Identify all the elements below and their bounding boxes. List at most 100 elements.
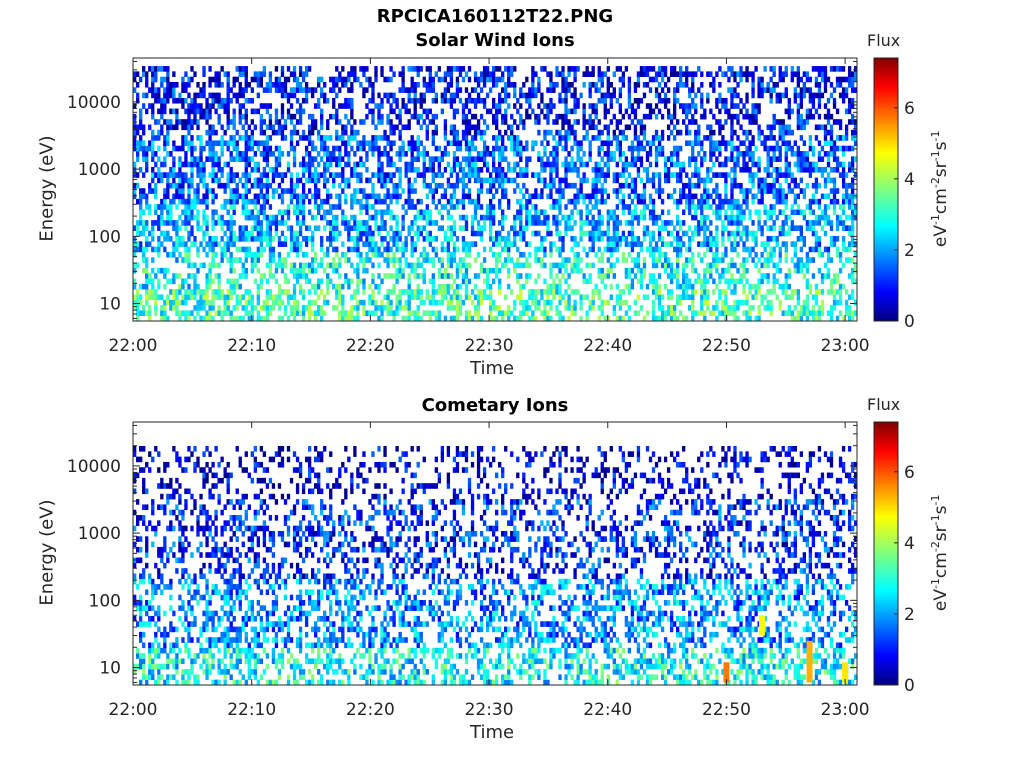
- heatmap-cell: [721, 251, 725, 258]
- heatmap-cell: [724, 315, 728, 322]
- heatmap-cell: [672, 135, 677, 141]
- heatmap-cell: [295, 193, 300, 200]
- heatmap-cell: [757, 225, 761, 232]
- heatmap-cell: [754, 119, 758, 125]
- heatmap-cell: [163, 198, 167, 205]
- heatmap-cell: [458, 145, 463, 152]
- heatmap-cell: [513, 305, 517, 311]
- heatmap-cell: [555, 220, 559, 226]
- heatmap-cell: [217, 289, 221, 295]
- heatmap-cell: [748, 151, 752, 157]
- heatmap-cell: [642, 124, 647, 131]
- heatmap-cell: [841, 283, 846, 290]
- heatmap-cell: [844, 246, 849, 253]
- heatmap-cell: [501, 113, 505, 120]
- heatmap-cell: [157, 108, 161, 115]
- heatmap-cell: [431, 246, 435, 253]
- heatmap-cell: [636, 236, 641, 242]
- heatmap-cell: [323, 151, 327, 157]
- heatmap-cell: [570, 124, 574, 131]
- heatmap-cell: [612, 241, 616, 247]
- heatmap-cell: [534, 305, 538, 311]
- heatmap-cell: [672, 273, 677, 279]
- heatmap-cell: [335, 236, 339, 242]
- heatmap-cell: [178, 193, 182, 200]
- heatmap-cell: [751, 257, 755, 263]
- heatmap-cell: [507, 310, 511, 316]
- heatmap-cell: [558, 267, 562, 274]
- heatmap-cell: [356, 172, 360, 178]
- heatmap-cell: [229, 151, 233, 157]
- heatmap-cell: [769, 251, 773, 258]
- heatmap-cell: [350, 113, 354, 120]
- heatmap-cell: [314, 251, 318, 258]
- heatmap-cell: [467, 193, 472, 200]
- heatmap-cell: [422, 225, 426, 232]
- heatmap-cell: [679, 246, 683, 253]
- heatmap-cell: [256, 198, 260, 205]
- heatmap-cell: [310, 129, 315, 136]
- heatmap-cell: [277, 220, 282, 226]
- heatmap-cell: [709, 124, 713, 131]
- heatmap-cell: [519, 315, 523, 322]
- heatmap-cell: [449, 294, 454, 301]
- heatmap-cell: [205, 182, 209, 189]
- heatmap-cell: [844, 172, 849, 178]
- heatmap-cell: [238, 236, 242, 242]
- heatmap-cell: [682, 267, 686, 274]
- heatmap-cell: [606, 220, 610, 226]
- heatmap-cell: [449, 198, 454, 205]
- heatmap-cell: [676, 241, 680, 247]
- heatmap-cell: [706, 172, 710, 178]
- heatmap-cell: [612, 230, 616, 237]
- heatmap-cell: [196, 119, 200, 125]
- heatmap-cell: [317, 129, 321, 136]
- heatmap-cell: [651, 257, 656, 263]
- heatmap-cell: [145, 294, 149, 301]
- heatmap-cell: [383, 294, 387, 301]
- heatmap-cell: [817, 140, 822, 147]
- heatmap-cell: [682, 220, 686, 226]
- heatmap-cell: [561, 193, 565, 200]
- heatmap-cell: [525, 145, 529, 152]
- heatmap-cell: [235, 198, 239, 205]
- heatmap-cell: [636, 251, 641, 258]
- heatmap-cell: [543, 315, 547, 322]
- heatmap-cell: [353, 236, 357, 242]
- heatmap-cell: [229, 119, 233, 125]
- heatmap-cell: [495, 140, 499, 147]
- heatmap-cell: [691, 214, 695, 221]
- heatmap-cell: [283, 273, 288, 279]
- heatmap-cell: [178, 166, 182, 173]
- heatmap-cell: [145, 241, 149, 247]
- heatmap-cell: [546, 182, 550, 189]
- heatmap-cell: [268, 135, 273, 141]
- heatmap-cell: [757, 283, 761, 290]
- figure-title: RPCICA160112T22.PNG: [376, 6, 614, 27]
- heatmap-cell: [546, 156, 550, 162]
- heatmap-cell: [437, 273, 441, 279]
- heatmap-cell: [763, 135, 767, 141]
- heatmap-cell: [437, 156, 441, 162]
- heatmap-cell: [268, 251, 273, 258]
- heatmap-cell: [301, 273, 306, 279]
- heatmap-cell: [332, 145, 336, 152]
- heatmap-cell: [289, 236, 294, 242]
- heatmap-cell: [407, 145, 411, 152]
- heatmap-cell: [476, 299, 481, 306]
- heatmap-cell: [196, 305, 200, 311]
- heatmap-cell: [630, 177, 635, 184]
- heatmap-cell: [277, 156, 282, 162]
- heatmap-cell: [353, 305, 357, 311]
- heatmap-cell: [733, 305, 737, 311]
- heatmap-cell: [479, 204, 484, 210]
- heatmap-cell: [691, 193, 695, 200]
- heatmap-cell: [256, 236, 260, 242]
- heatmap-cell: [332, 151, 336, 157]
- heatmap-cell: [793, 246, 797, 253]
- heatmap-cell: [184, 204, 188, 210]
- heatmap-cell: [742, 289, 746, 295]
- heatmap-cell: [847, 230, 852, 237]
- heatmap-cell: [570, 182, 574, 189]
- heatmap-cell: [211, 198, 215, 205]
